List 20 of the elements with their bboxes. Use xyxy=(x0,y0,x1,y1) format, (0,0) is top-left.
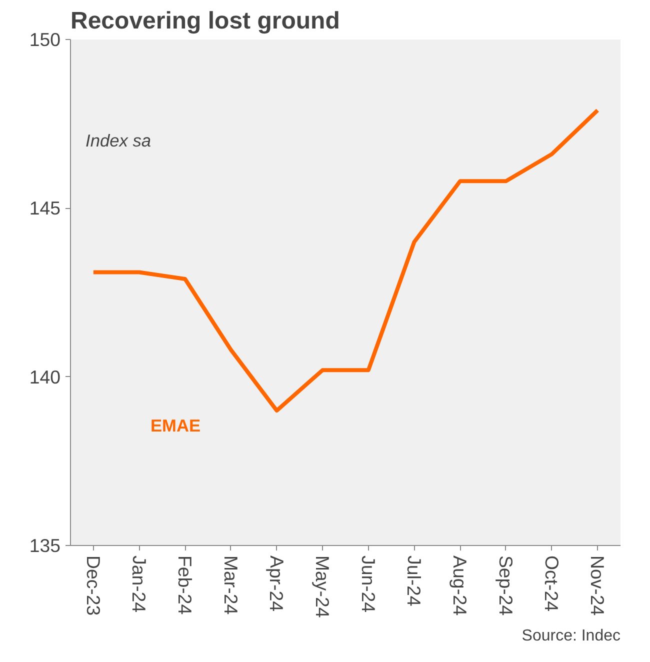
x-tick-label: Aug-24 xyxy=(450,556,471,616)
x-tick-label: Jun-24 xyxy=(358,556,379,613)
x-tick-label: Jul-24 xyxy=(404,556,425,606)
text: EMAE xyxy=(150,416,201,436)
y-tick-label: 140 xyxy=(29,366,61,388)
x-tick-label: Nov-24 xyxy=(587,556,608,616)
x-tick-label: Apr-24 xyxy=(266,556,288,612)
x-tick-label: Jan-24 xyxy=(128,556,150,613)
chart-title: Recovering lost ground xyxy=(70,8,340,34)
x-tick-label: Oct-24 xyxy=(541,556,562,612)
x-tick-label: Dec-23 xyxy=(82,556,104,616)
x-tick-label: Mar-24 xyxy=(220,556,242,615)
y-tick-label: 150 xyxy=(29,29,61,50)
annotation: Index sa xyxy=(86,130,152,150)
x-tick-label: Feb-24 xyxy=(174,556,196,615)
y-tick-label: 135 xyxy=(29,535,61,556)
x-tick-label: May-24 xyxy=(312,556,334,618)
x-tick-label: Sep-24 xyxy=(495,556,516,616)
y-tick-label: 145 xyxy=(29,198,61,219)
source-note: Source: Indec xyxy=(522,628,621,644)
